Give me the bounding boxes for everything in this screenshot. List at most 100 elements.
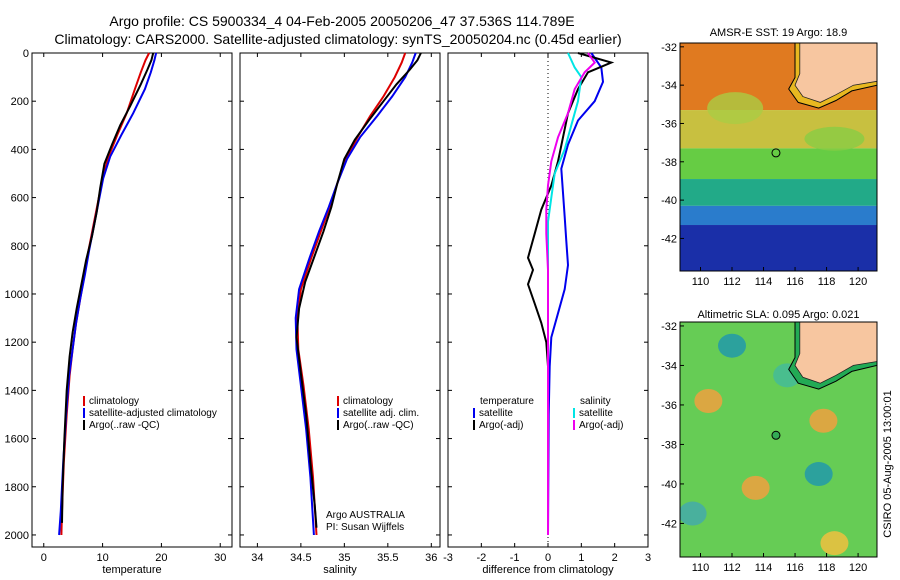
y-tick-label: -42	[661, 233, 677, 245]
y-tick-label: -38	[661, 157, 677, 169]
sla-feature	[809, 408, 838, 433]
plot-frame	[31, 52, 233, 548]
y-tick-label: -34	[661, 80, 677, 92]
sst-band	[680, 148, 877, 180]
x-tick-label: 120	[849, 276, 867, 288]
x-tick-label: 112	[723, 276, 741, 288]
y-tick-label: 1200	[5, 337, 29, 349]
legend-label: Argo(..raw -QC)	[343, 420, 414, 431]
y-tick-label: -32	[661, 321, 677, 333]
series-line-4	[545, 52, 597, 535]
x-tick-label: 0	[41, 552, 47, 564]
map-frame	[679, 42, 878, 272]
x-tick-label: -1	[510, 552, 520, 564]
y-tick-label: 400	[11, 144, 29, 156]
series-line-1	[296, 52, 407, 536]
x-axis-label: difference from climatology	[482, 564, 614, 576]
x-tick-label: 118	[818, 276, 836, 288]
x-tick-label: 118	[818, 562, 836, 574]
x-tick-label: 1	[578, 552, 584, 564]
title-line-1: Argo profile: CS 5900334_4 04-Feb-2005 2…	[109, 13, 574, 29]
legend-label: Argo(..raw -QC)	[89, 420, 160, 431]
x-tick-label: 110	[692, 562, 710, 574]
sst-band	[680, 205, 877, 226]
y-tick-label: 600	[11, 193, 29, 205]
annotation-line-2: PI: Susan Wijffels	[326, 522, 404, 533]
profile-panel-salinity: 34 34.5 35 35.5 36 salinity	[239, 52, 441, 576]
y-tick-label: 800	[11, 241, 29, 253]
series-line-3	[295, 52, 422, 528]
x-tick-label: 20	[155, 552, 167, 564]
y-tick-label: -40	[661, 195, 677, 207]
annotation-line-1: Argo AUSTRALIA	[326, 510, 405, 521]
x-tick-label: 112	[723, 562, 741, 574]
legend-label: Argo(-adj)	[579, 420, 623, 431]
map-field	[680, 322, 877, 557]
y-tick-label: -36	[661, 400, 677, 412]
x-tick-label: -2	[476, 552, 486, 564]
series-line-3	[61, 52, 155, 523]
legend-title: salinity	[580, 396, 611, 407]
sst-patch	[707, 92, 764, 125]
series-line-1	[547, 52, 605, 536]
x-tick-label: 2	[612, 552, 618, 564]
sst-band	[680, 179, 877, 206]
legend-label: satellite	[579, 408, 613, 419]
y-tick-label: 200	[11, 96, 29, 108]
x-tick-label: 114	[755, 276, 773, 288]
sla-feature	[718, 333, 747, 358]
series-line-2	[294, 52, 417, 536]
sst-map: AMSR-E SST: 19 Argo: 18.9 110 112 114 116 118…	[661, 27, 878, 288]
y-tick-label: 1800	[5, 482, 29, 494]
x-tick-label: 110	[692, 276, 710, 288]
x-axis-label: temperature	[102, 564, 161, 576]
x-tick-label: 34.5	[290, 552, 311, 564]
x-tick-label: 30	[214, 552, 226, 564]
map-title: Altimetric SLA: 0.095 Argo: 0.021	[697, 309, 859, 321]
plot-frame	[239, 52, 441, 548]
sst-band	[680, 225, 877, 271]
x-tick-label: 35	[338, 552, 350, 564]
legend-difference: temperaturesatelliteArgo(-adj)salinitysa…	[473, 396, 623, 431]
title-line-2: Climatology: CARS2000. Satellite-adjuste…	[54, 31, 621, 47]
sla-feature	[680, 501, 707, 526]
y-tick-label: -36	[661, 118, 677, 130]
sla-map: Altimetric SLA: 0.095 Argo: 0.021 110 112 1…	[661, 309, 878, 574]
x-axis-label: salinity	[323, 564, 357, 576]
x-tick-label: 10	[96, 552, 108, 564]
y-tick-label: 1000	[5, 289, 29, 301]
y-tick-label: -34	[661, 360, 677, 372]
x-tick-label: 34	[251, 552, 263, 564]
x-tick-label: 35.5	[377, 552, 398, 564]
legend-label: satellite adj. clim.	[343, 408, 419, 419]
legend-title: temperature	[480, 396, 534, 407]
legend-label: satellite	[479, 408, 513, 419]
float-marker	[771, 430, 781, 440]
side-timestamp: CSIRO 05-Aug-2005 13:00:01	[882, 390, 894, 537]
x-tick-label: 36	[425, 552, 437, 564]
x-tick-label: 116	[786, 276, 804, 288]
x-tick-label: 0	[545, 552, 551, 564]
x-tick-label: 3	[645, 552, 651, 564]
panels: 0 10 20 30 temperature 0 200 400 600 800 1000 1200 1…	[5, 27, 878, 576]
y-tick-label: -38	[661, 439, 677, 451]
y-tick-label: -42	[661, 518, 677, 530]
sla-feature	[694, 388, 723, 413]
coastline	[794, 322, 877, 384]
profile-panel-difference: -3 -2 -1 0 1 2 3 difference from climatology	[443, 52, 651, 576]
profile-panel-temperature: 0 10 20 30 temperature 0 200 400 600 800 1000 1200 1…	[5, 48, 233, 576]
y-tick-label: 2000	[5, 530, 29, 542]
map-frame	[679, 321, 878, 558]
sla-feature	[804, 462, 833, 487]
coastline	[794, 43, 877, 103]
legend-label: climatology	[343, 396, 393, 407]
legend-label: Argo(-adj)	[479, 420, 523, 431]
y-tick-label: 1400	[5, 385, 29, 397]
legend-label: satellite-adjusted climatology	[89, 408, 217, 419]
float-marker	[771, 148, 781, 158]
x-tick-label: 116	[786, 562, 804, 574]
